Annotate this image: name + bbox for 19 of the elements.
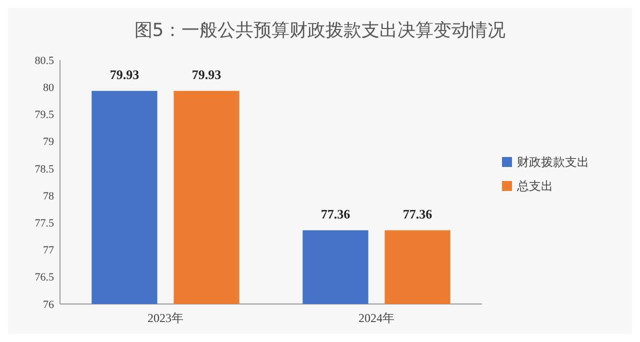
y-tick-label: 79 [43,136,54,148]
y-tick-label: 78.5 [34,163,54,176]
y-tick-label: 76.5 [34,272,54,284]
data-label: 79.93 [110,66,140,82]
y-tick-label: 76 [43,298,54,311]
y-tick-label: 80.5 [34,54,54,67]
y-tick-label: 77 [43,244,54,257]
data-label: 79.93 [192,66,222,82]
data-label: 77.36 [402,206,433,222]
x-tick-label: 2023年 [148,311,184,325]
legend-label: 财政拨款支出 [517,155,589,170]
data-label: 77.36 [320,206,351,222]
y-tick-label: 78 [43,190,54,202]
chart-title: 图5：一般公共预算财政拨款支出决算变动情况 [134,20,506,41]
y-tick-label: 79.5 [34,109,54,122]
y-tick-label: 77.5 [34,218,54,230]
y-tick-label: 80 [43,82,54,94]
legend-label: 总支出 [516,179,553,194]
x-tick-label: 2024年 [358,311,394,325]
